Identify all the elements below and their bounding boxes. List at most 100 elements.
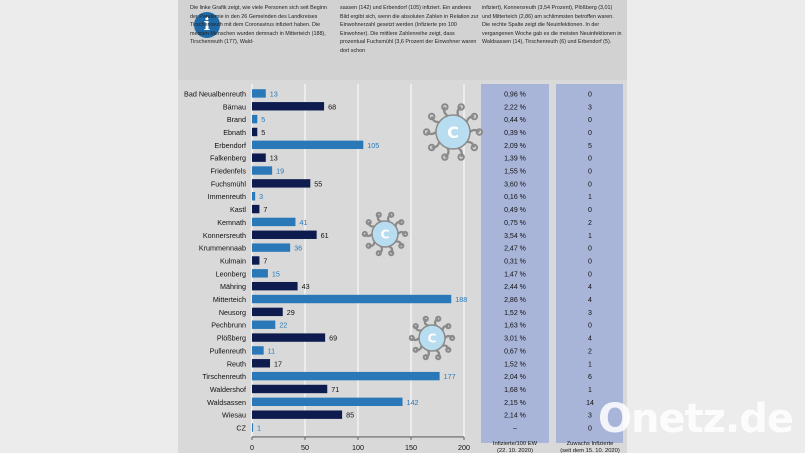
watermark: Onetz.de [598,396,794,442]
data-label: 11 [268,346,275,355]
category-label: Kemnath [217,218,246,227]
percent-value: 0,49 % [504,207,526,214]
bar [252,230,317,239]
bar [252,204,260,214]
category-label: Immenreuth [208,192,246,201]
data-label: 5 [261,128,265,137]
percent-value: 2,14 % [504,413,526,420]
percent-column-label: Infizierte/100 EW [493,441,538,447]
data-label: 7 [263,256,267,265]
category-label: Pullenreuth [210,346,246,355]
bar [252,423,254,432]
category-label: Neusorg [219,308,246,317]
new-infections-column-label: Zuwachs Infizierte [567,441,614,447]
category-label: Konnersreuth [203,231,246,240]
new-infections-value: 1 [588,233,592,240]
data-label: 13 [270,89,278,98]
new-infections-value: 0 [588,207,592,214]
bar [252,410,343,419]
new-infections-value: 0 [588,426,592,433]
bar [252,281,298,291]
percent-value: 2,47 % [504,246,526,253]
category-label: Waldsassen [207,398,246,407]
data-label: 43 [302,282,310,291]
bar [252,371,440,381]
percent-value: 2,09 % [504,143,526,150]
new-infections-value: 0 [588,258,592,265]
data-label: 17 [274,359,282,368]
category-label: Ebnath [223,128,246,137]
data-label: 36 [294,244,302,253]
new-infections-value: 0 [588,271,592,278]
category-label: Mähring [220,282,246,291]
category-label: Falkenberg [210,154,246,163]
bar [252,114,258,124]
percent-value: 1,39 % [504,156,526,163]
data-label: 71 [331,385,339,394]
data-label: 19 [276,167,284,176]
category-label: Pechbrunn [211,321,246,330]
data-label: 1 [257,424,261,433]
percent-value: 3,54 % [504,233,526,240]
bar [252,256,260,265]
bar [252,307,283,317]
percent-value: 3,01 % [504,336,526,343]
intro-text-col-1: Die linke Grafik zeigt, wie viele Person… [190,5,327,46]
new-infections-value: 0 [588,117,592,124]
category-label: Leonberg [216,269,246,278]
percent-value: 1,55 % [504,169,526,176]
new-infections-value: 5 [588,143,592,150]
category-label: Bärnau [223,102,246,111]
percent-value: 0,16 % [504,194,526,201]
data-label: 188 [455,295,467,304]
data-label: 5 [261,115,265,124]
svg-text:C: C [380,228,389,242]
chart-area: C C C Bad Neualbenreuth 13 0,96 % 0 Bärnau 68 2,2… [178,80,627,453]
new-infections-value: 0 [588,181,592,188]
virus-icon: C [361,211,409,257]
data-label: 55 [314,179,322,188]
data-label: 85 [346,411,354,420]
data-label: 69 [329,334,337,343]
intro-band [178,0,627,80]
new-infections-column-label: (seit dem 15. 10. 2020) [560,448,620,453]
x-tick-label: 50 [301,443,309,452]
bar [252,359,271,368]
percent-value: 1,47 % [504,271,526,278]
percent-column-label: (22. 10. 2020) [497,448,533,453]
percent-value: 0,44 % [504,117,526,124]
data-label: 15 [272,269,280,278]
category-label: Bad Neualbenreuth [184,89,246,98]
category-label: Fuchsmühl [211,179,247,188]
percent-value: 2,15 % [504,400,526,407]
bar [252,192,256,201]
new-infections-value: 4 [588,336,592,343]
category-label: Brand [227,115,246,124]
bar [252,384,328,394]
new-infections-value: 0 [588,246,592,253]
percent-value: 2,86 % [504,297,526,304]
svg-text:C: C [447,123,459,142]
category-label: Erbendorf [214,141,246,150]
new-infections-value: 6 [588,374,592,381]
percent-value: 0,96 % [504,91,526,98]
percent-value: 0,75 % [504,220,526,227]
x-tick-label: 0 [250,443,254,452]
new-infections-value: 1 [588,194,592,201]
percent-value: 1,52 % [504,310,526,317]
new-infections-value: 4 [588,297,592,304]
data-label: 177 [444,372,456,381]
new-infections-value: 0 [588,323,592,330]
percent-value: 1,52 % [504,361,526,368]
x-tick-label: 100 [352,443,364,452]
percent-value: – [513,426,517,433]
data-label: 142 [407,398,419,407]
category-label: Friedenfels [210,167,246,176]
category-label: Mitterteich [213,295,246,304]
bar [252,166,273,175]
category-label: Kastl [230,205,246,214]
percent-value: 3,60 % [504,181,526,188]
bar [252,320,276,329]
data-label: 61 [321,231,329,240]
data-label: 29 [287,308,295,317]
